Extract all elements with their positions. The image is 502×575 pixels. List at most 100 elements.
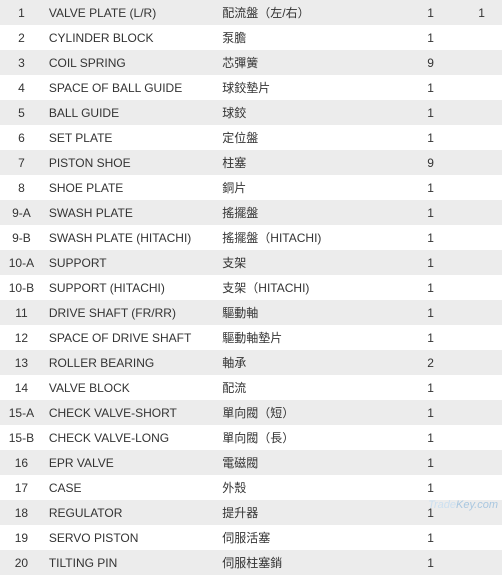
cell-name-zh: 伺服活塞 [216, 525, 400, 550]
table-row: 9-BSWASH PLATE (HITACHI)搖擺盤（HITACHI)1 [0, 225, 502, 250]
cell-qty: 1 [400, 75, 461, 100]
cell-no: 10-A [0, 250, 43, 275]
cell-name-zh: 單向閥（長） [216, 425, 400, 450]
cell-name-en: CHECK VALVE-SHORT [43, 400, 216, 425]
table-row: 1VALVE PLATE (L/R)配流盤（左/右）11 [0, 0, 502, 25]
cell-no: 10-B [0, 275, 43, 300]
cell-no: 19 [0, 525, 43, 550]
cell-name-en: DRIVE SHAFT (FR/RR) [43, 300, 216, 325]
cell-name-en: SPACE OF DRIVE SHAFT [43, 325, 216, 350]
parts-table: 1VALVE PLATE (L/R)配流盤（左/右）112CYLINDER BL… [0, 0, 502, 575]
cell-name-en: SUPPORT [43, 250, 216, 275]
cell-name-zh: 泵膽 [216, 25, 400, 50]
table-row: 6SET PLATE定位盤1 [0, 125, 502, 150]
table-row: 15-ACHECK VALVE-SHORT單向閥（短）1 [0, 400, 502, 425]
cell-qty: 9 [400, 150, 461, 175]
cell-name-zh: 配流 [216, 375, 400, 400]
parts-table-body: 1VALVE PLATE (L/R)配流盤（左/右）112CYLINDER BL… [0, 0, 502, 575]
cell-extra [461, 175, 502, 200]
cell-name-zh: 搖擺盤（HITACHI) [216, 225, 400, 250]
cell-no: 13 [0, 350, 43, 375]
table-row: 5BALL GUIDE球鉸1 [0, 100, 502, 125]
cell-name-zh: 電磁閥 [216, 450, 400, 475]
cell-extra [461, 300, 502, 325]
table-row: 8SHOE PLATE銅片1 [0, 175, 502, 200]
cell-name-zh: 單向閥（短） [216, 400, 400, 425]
cell-name-zh: 柱塞 [216, 150, 400, 175]
cell-name-en: SET PLATE [43, 125, 216, 150]
table-row: 3COIL SPRING芯彈簧9 [0, 50, 502, 75]
cell-qty: 1 [400, 200, 461, 225]
cell-qty: 2 [400, 350, 461, 375]
cell-extra [461, 550, 502, 575]
cell-qty: 1 [400, 175, 461, 200]
cell-name-zh: 球鉸墊片 [216, 75, 400, 100]
cell-qty: 1 [400, 450, 461, 475]
cell-qty: 1 [400, 325, 461, 350]
table-row: 4SPACE OF BALL GUIDE球鉸墊片1 [0, 75, 502, 100]
cell-no: 9-B [0, 225, 43, 250]
cell-qty: 1 [400, 250, 461, 275]
cell-extra [461, 125, 502, 150]
cell-extra [461, 450, 502, 475]
cell-qty: 1 [400, 550, 461, 575]
cell-name-en: CHECK VALVE-LONG [43, 425, 216, 450]
cell-name-en: EPR VALVE [43, 450, 216, 475]
cell-qty: 1 [400, 400, 461, 425]
cell-extra [461, 25, 502, 50]
cell-no: 17 [0, 475, 43, 500]
cell-qty: 1 [400, 125, 461, 150]
cell-no: 14 [0, 375, 43, 400]
cell-name-en: TILTING PIN [43, 550, 216, 575]
cell-extra [461, 425, 502, 450]
cell-qty: 1 [400, 300, 461, 325]
cell-name-en: VALVE PLATE (L/R) [43, 0, 216, 25]
cell-extra [461, 100, 502, 125]
table-row: 15-BCHECK VALVE-LONG單向閥（長）1 [0, 425, 502, 450]
cell-qty: 1 [400, 525, 461, 550]
cell-extra: 1 [461, 0, 502, 25]
cell-name-en: SPACE OF BALL GUIDE [43, 75, 216, 100]
cell-name-zh: 外殼 [216, 475, 400, 500]
cell-extra [461, 525, 502, 550]
table-row: 14VALVE BLOCK配流1 [0, 375, 502, 400]
cell-name-zh: 配流盤（左/右） [216, 0, 400, 25]
cell-name-en: SWASH PLATE (HITACHI) [43, 225, 216, 250]
cell-qty: 1 [400, 425, 461, 450]
cell-name-en: BALL GUIDE [43, 100, 216, 125]
table-row: 9-ASWASH PLATE搖擺盤1 [0, 200, 502, 225]
cell-qty: 1 [400, 100, 461, 125]
cell-name-en: SUPPORT (HITACHI) [43, 275, 216, 300]
cell-extra [461, 375, 502, 400]
cell-extra [461, 350, 502, 375]
cell-qty: 9 [400, 50, 461, 75]
cell-no: 1 [0, 0, 43, 25]
cell-extra [461, 275, 502, 300]
cell-qty: 1 [400, 275, 461, 300]
cell-no: 20 [0, 550, 43, 575]
cell-no: 11 [0, 300, 43, 325]
table-row: 12SPACE OF DRIVE SHAFT驅動軸墊片1 [0, 325, 502, 350]
table-row: 10-ASUPPORT支架1 [0, 250, 502, 275]
cell-name-zh: 驅動軸 [216, 300, 400, 325]
cell-no: 5 [0, 100, 43, 125]
cell-no: 6 [0, 125, 43, 150]
cell-no: 3 [0, 50, 43, 75]
cell-extra [461, 475, 502, 500]
table-row: 16EPR VALVE電磁閥1 [0, 450, 502, 475]
cell-no: 8 [0, 175, 43, 200]
table-row: 11DRIVE SHAFT (FR/RR)驅動軸1 [0, 300, 502, 325]
cell-name-zh: 伺服柱塞銷 [216, 550, 400, 575]
cell-name-en: PISTON SHOE [43, 150, 216, 175]
cell-no: 7 [0, 150, 43, 175]
cell-name-zh: 球鉸 [216, 100, 400, 125]
cell-name-zh: 芯彈簧 [216, 50, 400, 75]
table-row: 2CYLINDER BLOCK泵膽1 [0, 25, 502, 50]
table-row: 10-BSUPPORT (HITACHI)支架（HITACHI)1 [0, 275, 502, 300]
cell-no: 15-A [0, 400, 43, 425]
cell-name-en: VALVE BLOCK [43, 375, 216, 400]
cell-name-zh: 定位盤 [216, 125, 400, 150]
cell-qty: 1 [400, 25, 461, 50]
table-row: 7PISTON SHOE柱塞9 [0, 150, 502, 175]
cell-extra [461, 400, 502, 425]
